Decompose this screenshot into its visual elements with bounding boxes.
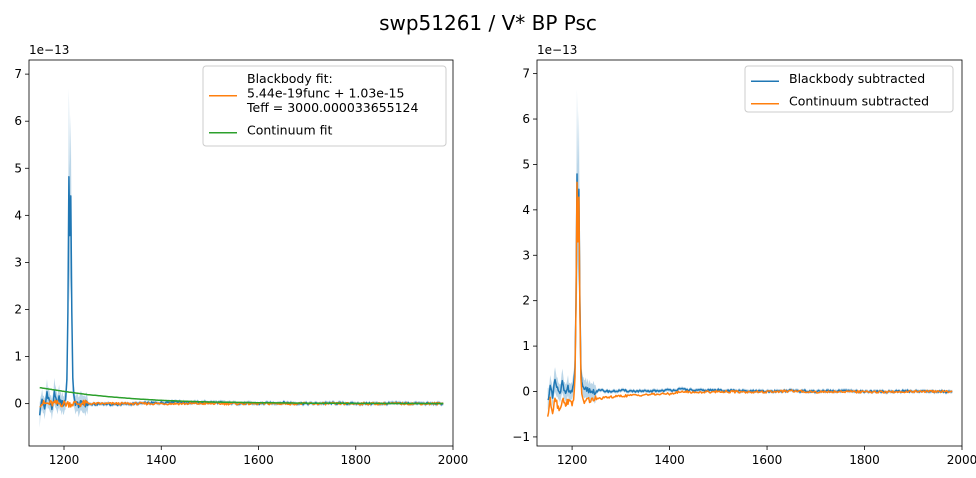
series-line-blue — [38, 175, 444, 416]
y-tick-label: 3 — [14, 255, 22, 269]
x-tick-label: 2000 — [438, 453, 469, 467]
y-offset-text: 1e−13 — [29, 43, 69, 57]
legend-label: Blackbody fit: — [247, 71, 333, 86]
left-plot-panel: 1200 1400 1600 1800 2000 0 1 2 3 4 5 6 7 1e−13 Blackbo… — [14, 43, 468, 467]
y-tick-label: 0 — [14, 397, 22, 411]
y-tick-label: 6 — [522, 112, 530, 126]
legend-label: Continuum fit — [247, 123, 332, 138]
figure-title: swp51261 / V* BP Psc — [379, 11, 597, 35]
x-tick-label: 1600 — [243, 453, 274, 467]
right-plot-panel: 1200 1400 1600 1800 2000 −1 0 1 2 3 4 5 6 7 1e−13 Black… — [512, 43, 976, 467]
series-line-continuum-fit — [39, 386, 444, 405]
legend-label: Teff = 3000.000033655124 — [246, 100, 419, 115]
x-tick-label: 1800 — [849, 453, 880, 467]
x-tick-label: 1400 — [146, 453, 177, 467]
y-tick-label: 4 — [14, 208, 22, 222]
legend-label: Continuum subtracted — [789, 94, 929, 109]
x-tick-label: 1200 — [557, 453, 588, 467]
y-tick-label: 1 — [522, 339, 530, 353]
y-tick-label: 7 — [14, 67, 22, 81]
y-tick-label: 0 — [522, 385, 530, 399]
series-line-continuum-subtracted — [546, 181, 953, 417]
plot-area — [546, 89, 953, 417]
legend-box — [744, 65, 954, 113]
legend-label: 5.44e-19func + 1.03e-15 — [247, 86, 404, 101]
series-line-blackbody-subtracted — [547, 173, 953, 401]
x-tick-label: 1400 — [654, 453, 685, 467]
axes-frame — [536, 59, 963, 447]
y-offset-text: 1e−13 — [537, 43, 577, 57]
y-tick-label: 2 — [14, 302, 22, 316]
axes-frame — [28, 59, 454, 447]
x-tick-label: 1600 — [752, 453, 783, 467]
x-tick-label: 1800 — [340, 453, 371, 467]
legend-label: Blackbody subtracted — [789, 71, 925, 86]
y-tick-label: 6 — [14, 114, 22, 128]
y-tick-label: 3 — [522, 248, 530, 262]
y-tick-label: 1 — [14, 350, 22, 364]
x-tick-label: 1200 — [49, 453, 80, 467]
y-tick-label: 7 — [522, 67, 530, 81]
y-tick-label: 2 — [522, 294, 530, 308]
y-tick-label: 5 — [14, 161, 22, 175]
legend-box — [202, 65, 447, 147]
x-tick-label: 2000 — [947, 453, 976, 467]
y-tick-label: −1 — [512, 430, 530, 444]
plot-area — [38, 88, 444, 428]
y-tick-label: 5 — [522, 157, 530, 171]
y-tick-label: 4 — [522, 203, 530, 217]
error-band-blue — [547, 89, 953, 411]
